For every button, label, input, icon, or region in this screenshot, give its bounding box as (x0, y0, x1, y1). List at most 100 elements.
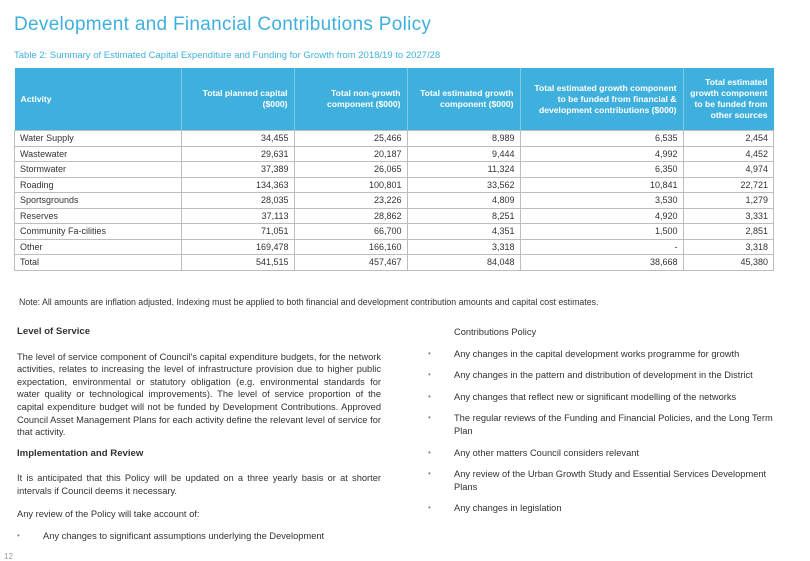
list-item: • Any changes in the capital development … (428, 348, 783, 361)
table-cell-value: 28,862 (293, 207, 408, 224)
table-cell-value: 4,974 (682, 161, 774, 178)
table-cell-value: 457,467 (293, 254, 408, 271)
bullet-icon: • (428, 447, 431, 457)
page-number: 12 (4, 552, 13, 561)
list-item: • Any changes in legislation (428, 502, 783, 515)
table-cell-value: 10,841 (519, 176, 684, 193)
table-cell-value: 100,801 (293, 176, 408, 193)
table-cell-activity: Roading (14, 176, 182, 193)
header-funded-contributions: Total estimated growth component to be f… (520, 68, 684, 131)
table-cell-value: 8,251 (406, 207, 521, 224)
table-cell-value: 26,065 (293, 161, 408, 178)
table-cell-value: 4,809 (406, 192, 521, 209)
header-total-planned-capital: Total planned capital ($000) (181, 68, 295, 131)
review-bullet-list: • Any changes in the capital development … (428, 348, 783, 515)
table-cell-value: 3,530 (519, 192, 684, 209)
left-column: Level of Service The level of service co… (17, 326, 381, 552)
table-cell-value: 38,668 (519, 254, 684, 271)
list-item: • The regular reviews of the Funding and … (428, 412, 783, 437)
header-activity: Activity (14, 68, 182, 131)
table-cell-value: 25,466 (293, 130, 408, 147)
table-body: Water Supply 34,455 25,466 8,989 6,535 2,454 W… (14, 130, 774, 271)
table-cell-value: 37,113 (180, 207, 295, 224)
table-cell-value: 541,515 (180, 254, 295, 271)
header-growth-component: Total estimated growth component ($000) (407, 68, 521, 131)
table-row: Water Supply 34,455 25,466 8,989 6,535 2,454 (14, 130, 774, 147)
list-item-text: Any changes to significant assumptions u… (43, 531, 325, 542)
table-cell-value: 169,478 (180, 238, 295, 255)
table-cell-value: 3,331 (682, 207, 774, 224)
table-cell-activity: Total (14, 254, 182, 271)
header-funded-other: Total estimated growth component to be f… (683, 68, 774, 131)
implementation-review-heading: Implementation and Review (17, 447, 144, 459)
header-non-growth: Total non-growth component ($000) (294, 68, 408, 131)
table-cell-activity: Sportsgrounds (14, 192, 182, 209)
review-intro-paragraph: Any review of the Policy will take accou… (17, 508, 200, 519)
level-of-service-heading: Level of Service (17, 326, 91, 337)
bullet-icon: • (428, 413, 431, 423)
list-item: • Any other matters Council considers rel… (428, 447, 783, 460)
bullet-icon: • (428, 348, 431, 358)
table-row: Sportsgrounds 28,035 23,226 4,809 3,530 1,279 (14, 192, 774, 209)
table-cell-value: 166,160 (293, 238, 408, 255)
table-cell-value: 84,048 (406, 254, 521, 271)
table-cell-value: 1,279 (682, 192, 774, 209)
table-row: Total 541,515 457,467 84,048 38,668 45,380 (14, 254, 774, 271)
bullet-icon: • (428, 503, 431, 513)
list-item: • Any review of the Urban Growth Study an… (428, 468, 783, 493)
bullet-icon: • (428, 391, 431, 401)
continuation-text: Contributions Policy (454, 327, 537, 337)
table-cell-value: 3,318 (682, 238, 774, 255)
table-cell-activity: Community Fa-cilities (14, 223, 182, 240)
table-cell-value: 45,380 (682, 254, 774, 271)
table-cell-value: 71,051 (180, 223, 295, 240)
table-cell-value: 23,226 (293, 192, 408, 209)
list-item-text: The regular reviews of the Funding and F… (454, 413, 773, 436)
table-note: Note: All amounts are inflation adjusted… (19, 297, 599, 307)
list-item-text: Any review of the Urban Growth Study and… (454, 469, 767, 492)
list-item: • Any changes to significant assumptions… (17, 530, 381, 543)
table-cell-value: 9,444 (406, 145, 521, 162)
table-cell-value: 22,721 (682, 176, 774, 193)
table-row: Community Fa-cilities 71,051 66,700 4,351 1,… (14, 223, 774, 240)
list-item: • Any changes that reflect new or signifi… (428, 391, 783, 404)
table-row: Other 169,478 166,160 3,318-3,318 (14, 238, 774, 255)
table-cell-value: 29,631 (180, 145, 295, 162)
table-cell-value: 8,989 (406, 130, 521, 147)
capital-expenditure-table: Activity Total planned capital ($000) To… (14, 68, 774, 271)
table-cell-value: 134,363 (180, 176, 295, 193)
table-cell-value: 3,318 (406, 238, 521, 255)
table-cell-value: 28,035 (180, 192, 295, 209)
bullet-icon: • (428, 370, 431, 380)
table-cell-activity: Reserves (14, 207, 182, 224)
table-header-row: Activity Total planned capital ($000) To… (14, 68, 774, 131)
table-cell-value: 2,454 (682, 130, 774, 147)
table-row: Roading 134,363 100,801 33,562 10,841 22,721 (14, 176, 774, 193)
right-column: Contributions Policy • Any changes in the… (428, 326, 783, 524)
list-item: • Any changes in the pattern and distribu… (428, 369, 783, 382)
table-cell-value: 4,992 (519, 145, 684, 162)
table-cell-value: 4,351 (406, 223, 521, 240)
bullet-icon: • (428, 469, 431, 479)
table-caption: Table 2: Summary of Estimated Capital Ex… (14, 50, 441, 61)
list-item-text: Any changes in the pattern and distribut… (454, 370, 753, 381)
table-cell-value: 6,535 (519, 130, 684, 147)
table-cell-value: 11,324 (406, 161, 521, 178)
table-row: Reserves 37,113 28,862 8,251 4,920 3,331 (14, 207, 774, 224)
table-cell-activity: Wastewater (14, 145, 182, 162)
table-cell-value: 37,389 (180, 161, 295, 178)
list-item-text: Any changes that reflect new or signific… (454, 391, 737, 402)
table-cell-activity: Water Supply (14, 130, 182, 147)
table-cell-value: 1,500 (519, 223, 684, 240)
table-cell-activity: Other (14, 238, 182, 255)
table-cell-value: 4,920 (519, 207, 684, 224)
implementation-paragraph: It is anticipated that this Policy will … (17, 473, 381, 496)
table-cell-value: 6,350 (519, 161, 684, 178)
table-cell-value: 2,851 (682, 223, 774, 240)
table-cell-value: 33,562 (406, 176, 521, 193)
table-cell-value: 20,187 (293, 145, 408, 162)
list-item-text: Any other matters Council considers rele… (454, 447, 639, 458)
table-cell-value: 34,455 (180, 130, 295, 147)
level-of-service-paragraph: The level of service component of Counci… (17, 351, 381, 438)
list-item-text: Any changes in legislation (454, 503, 562, 514)
